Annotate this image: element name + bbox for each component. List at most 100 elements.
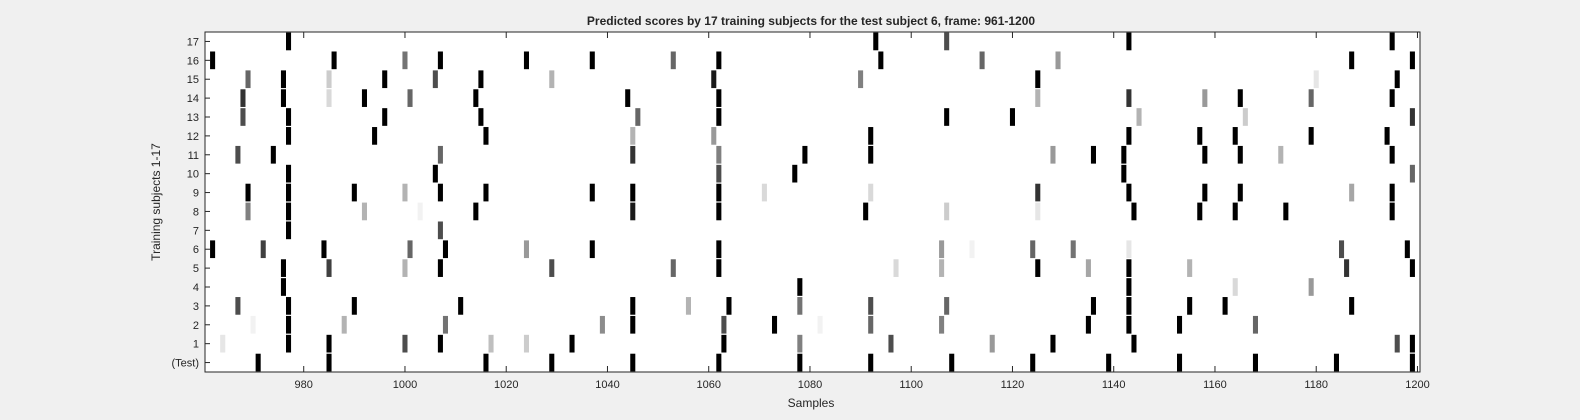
- score-cell: [1009, 108, 1015, 126]
- score-cell: [549, 70, 555, 89]
- score-cell: [1389, 32, 1395, 51]
- score-cell: [716, 183, 722, 202]
- score-cell: [245, 202, 251, 221]
- score-cell: [1339, 240, 1345, 259]
- score-cell: [432, 70, 438, 89]
- score-cell: [630, 297, 636, 315]
- score-cell: [1308, 278, 1314, 296]
- score-cell: [1035, 183, 1041, 202]
- score-cell: [1136, 108, 1142, 126]
- score-cell: [868, 353, 874, 372]
- x-tick-label: 1000: [393, 379, 417, 391]
- score-cell: [1126, 32, 1132, 51]
- score-cell: [473, 202, 479, 221]
- y-tick-label: 3: [193, 301, 199, 313]
- score-cell: [437, 145, 443, 164]
- y-tick-label: 10: [187, 169, 199, 181]
- score-cell: [260, 240, 266, 259]
- score-cell: [270, 145, 276, 164]
- y-tick-label: 5: [193, 263, 199, 275]
- score-cell: [1404, 240, 1410, 259]
- score-cell: [1389, 202, 1395, 221]
- score-cell: [1050, 334, 1056, 353]
- score-cell: [569, 334, 575, 353]
- score-cell: [437, 221, 443, 240]
- score-cell: [1389, 183, 1395, 202]
- score-cell: [630, 127, 636, 145]
- y-tick-label: 8: [193, 206, 199, 218]
- score-cell: [1237, 89, 1243, 107]
- score-cell: [599, 315, 605, 334]
- score-cell: [1177, 353, 1183, 372]
- score-cell: [1283, 202, 1289, 221]
- score-cell: [716, 89, 722, 107]
- score-cell: [716, 108, 722, 126]
- score-cell: [1232, 278, 1238, 296]
- score-cell: [670, 51, 676, 70]
- score-cell: [635, 108, 641, 126]
- score-cell: [630, 145, 636, 164]
- score-cell: [858, 70, 864, 89]
- score-cell: [1409, 164, 1415, 183]
- y-tick-label: 11: [188, 150, 199, 162]
- score-cell: [589, 183, 595, 202]
- score-cell: [478, 108, 484, 126]
- chart-title: Predicted scores by 17 training subjects…: [587, 14, 1035, 28]
- score-cell: [382, 108, 388, 126]
- x-tick-label: 1200: [1405, 379, 1429, 391]
- score-cell: [1349, 51, 1355, 70]
- score-cell: [478, 70, 484, 89]
- score-cell: [1313, 70, 1319, 89]
- score-cell: [939, 240, 945, 259]
- y-tick-label: (Test): [172, 358, 200, 370]
- score-cell: [1409, 334, 1415, 353]
- score-cell: [726, 297, 732, 315]
- score-cell: [1242, 108, 1248, 126]
- score-cell: [549, 353, 555, 372]
- score-cell: [280, 89, 286, 107]
- score-cell: [483, 353, 489, 372]
- score-cell: [711, 127, 717, 145]
- score-cell: [944, 32, 950, 51]
- score-cell: [1237, 183, 1243, 202]
- score-cell: [286, 108, 292, 126]
- score-cell: [1035, 259, 1041, 277]
- score-cell: [250, 315, 256, 334]
- score-marks: [210, 32, 1415, 372]
- score-cell: [625, 89, 631, 107]
- score-cell: [351, 183, 357, 202]
- score-cell: [1030, 240, 1036, 259]
- score-cell: [286, 164, 292, 183]
- score-cell: [1202, 183, 1208, 202]
- score-cell: [716, 202, 722, 221]
- score-cell: [949, 353, 955, 372]
- y-tick-label: 2: [193, 320, 199, 332]
- score-cell: [326, 334, 332, 353]
- score-cell: [1409, 51, 1415, 70]
- score-cell: [437, 259, 443, 277]
- score-cell: [1126, 240, 1132, 259]
- y-tick-label: 4: [193, 282, 199, 294]
- score-cell: [1035, 70, 1041, 89]
- score-cell: [1197, 202, 1203, 221]
- y-tick-label: 16: [187, 55, 199, 67]
- score-cell: [1126, 297, 1132, 315]
- score-cell: [1035, 202, 1041, 221]
- score-cell: [523, 51, 529, 70]
- score-cell: [1187, 297, 1193, 315]
- score-cell: [716, 51, 722, 70]
- score-cell: [473, 89, 479, 107]
- score-cell: [286, 183, 292, 202]
- score-cell: [382, 70, 388, 89]
- score-cell: [1187, 259, 1193, 277]
- score-cell: [210, 51, 216, 70]
- score-cell: [1389, 145, 1395, 164]
- score-cell: [589, 51, 595, 70]
- y-tick-label: 17: [187, 36, 199, 48]
- score-cell: [716, 353, 722, 372]
- score-cell: [721, 315, 727, 334]
- score-cell: [402, 259, 408, 277]
- score-cell: [630, 202, 636, 221]
- plot-frame: [204, 31, 1421, 373]
- score-cell: [1308, 127, 1314, 145]
